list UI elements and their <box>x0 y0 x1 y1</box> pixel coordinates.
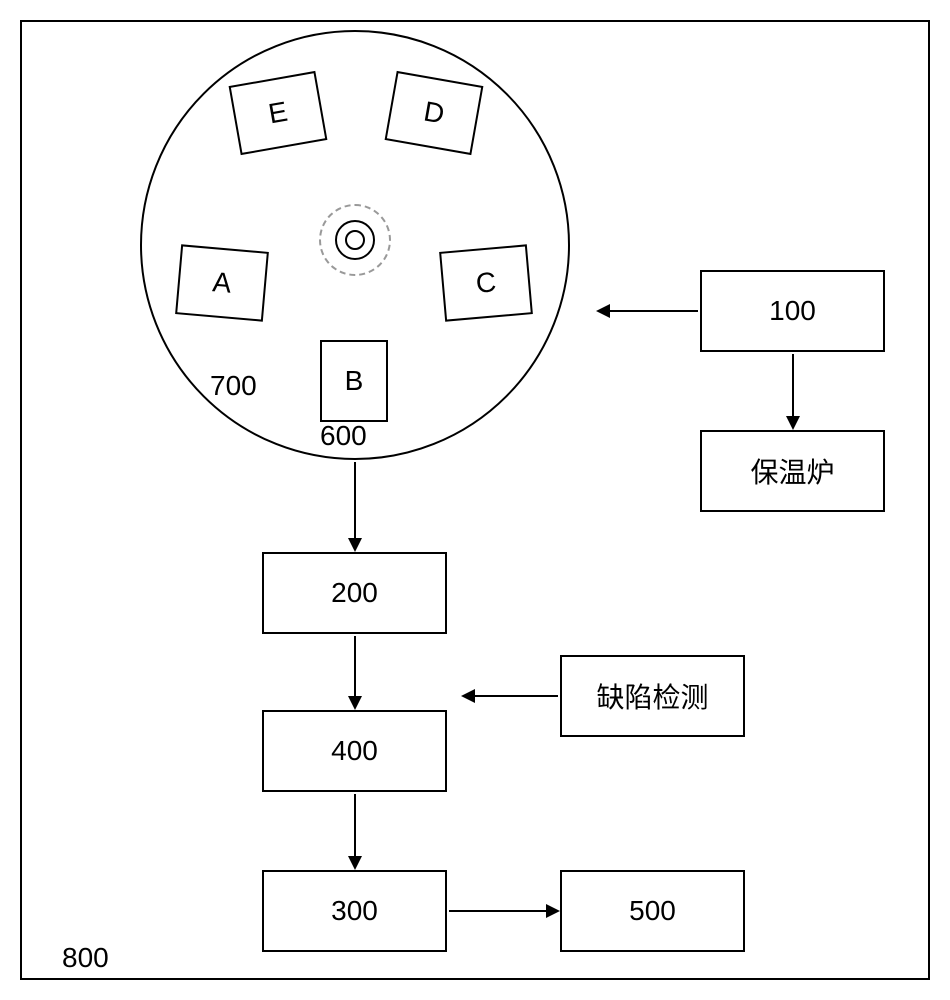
box-400: 400 <box>262 710 447 792</box>
frame-label-800: 800 <box>62 942 109 974</box>
box-defect: 缺陷检测 <box>560 655 745 737</box>
arrow-300-to-500-line <box>449 910 546 912</box>
arrow-100-to-wheel-line <box>610 310 698 312</box>
box-400-label: 400 <box>331 735 378 767</box>
box-200-label: 200 <box>331 577 378 609</box>
arrow-400-to-300-line <box>354 794 356 856</box>
station-label-b: B <box>345 365 364 397</box>
box-100-label: 100 <box>769 295 816 327</box>
arrow-100-to-furnace-head <box>786 416 800 430</box>
arrow-400-to-300-head <box>348 856 362 870</box>
wheel-label-600: 600 <box>320 420 367 452</box>
arrow-wheel-to-200-head <box>348 538 362 552</box>
box-furnace: 保温炉 <box>700 430 885 512</box>
box-500: 500 <box>560 870 745 952</box>
box-300: 300 <box>262 870 447 952</box>
wheel-label-700: 700 <box>210 370 257 402</box>
arrow-defect-to-400-line <box>475 695 558 697</box>
box-100: 100 <box>700 270 885 352</box>
arrow-wheel-to-200-line <box>354 462 356 538</box>
station-label-c: C <box>475 266 498 300</box>
wheel-center-circle-inner <box>345 230 365 250</box>
station-label-d: D <box>421 95 446 130</box>
arrow-200-to-400-line <box>354 636 356 696</box>
box-defect-label: 缺陷检测 <box>596 676 708 716</box>
arrow-100-to-furnace-line <box>792 354 794 416</box>
box-500-label: 500 <box>629 895 676 927</box>
arrow-100-to-wheel-head <box>596 304 610 318</box>
arrow-200-to-400-head <box>348 696 362 710</box>
station-box-d: D <box>385 71 484 155</box>
box-200: 200 <box>262 552 447 634</box>
station-box-a: A <box>175 244 269 321</box>
arrow-300-to-500-head <box>546 904 560 918</box>
station-box-c: C <box>439 244 533 321</box>
station-box-b: B <box>320 340 388 422</box>
station-label-e: E <box>266 96 290 131</box>
station-label-a: A <box>211 266 232 300</box>
box-furnace-label: 保温炉 <box>750 451 834 491</box>
box-300-label: 300 <box>331 895 378 927</box>
arrow-defect-to-400-head <box>461 689 475 703</box>
